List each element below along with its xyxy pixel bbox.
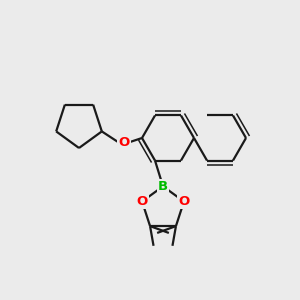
Text: B: B <box>158 180 168 193</box>
Text: O: O <box>136 195 148 208</box>
Text: O: O <box>178 195 190 208</box>
Text: O: O <box>118 136 130 148</box>
